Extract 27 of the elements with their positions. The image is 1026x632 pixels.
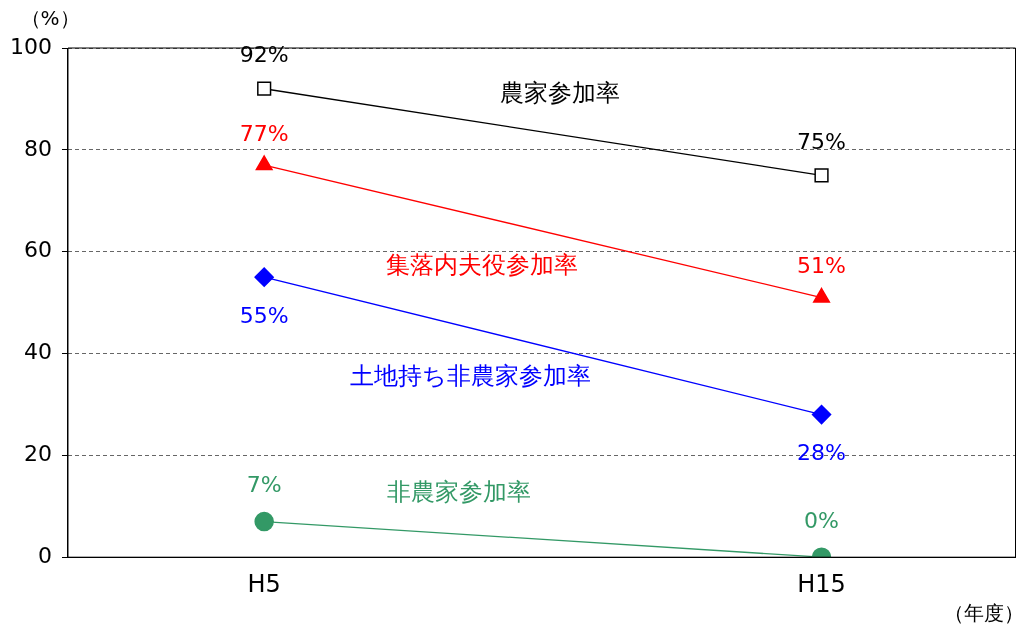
point — [254, 511, 274, 532]
y-tick-label: 60 — [23, 237, 52, 263]
point — [257, 81, 272, 96]
y-axis-title: （%） — [20, 6, 80, 31]
x-tick-label: H15 — [797, 569, 846, 598]
y-tick-label: 40 — [23, 339, 52, 365]
series-label: 集落内夫役参加率 — [385, 250, 578, 279]
series-label: 農家参加率 — [499, 78, 620, 107]
data-label: 55% — [239, 302, 289, 328]
data-label: 77% — [239, 120, 289, 146]
point — [811, 404, 832, 425]
series-label: 土地持ち非農家参加率 — [349, 362, 591, 391]
x-tick-label: H5 — [247, 569, 281, 598]
series-label: 非農家参加率 — [387, 478, 532, 507]
y-tick-label: 0 — [37, 542, 52, 568]
point — [254, 267, 274, 287]
data-label: 7% — [246, 472, 282, 498]
data-label: 0% — [804, 507, 839, 533]
y-tick-label: 80 — [23, 135, 52, 161]
x-axis-title: （年度） — [944, 601, 1024, 626]
data-label: 51% — [797, 253, 846, 279]
data-label: 92% — [239, 42, 289, 68]
y-tick-label: 100 — [9, 33, 52, 59]
point — [814, 168, 829, 183]
y-tick-label: 20 — [23, 441, 52, 467]
data-label: 75% — [797, 129, 846, 155]
data-label: 28% — [797, 440, 846, 466]
